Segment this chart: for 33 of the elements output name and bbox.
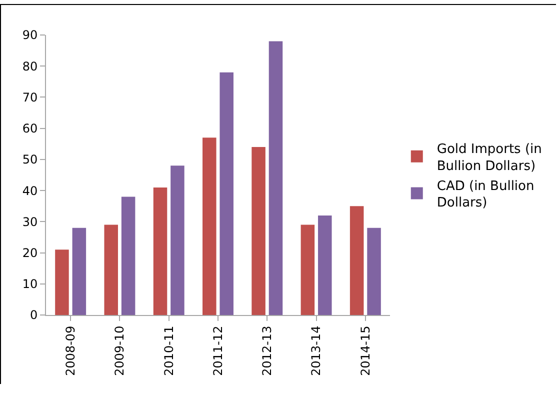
y-tick-label: 10 — [22, 277, 38, 292]
legend-label: Gold Imports (in Bullion Dollars) — [436, 142, 542, 174]
x-tick-label: 2012-13 — [260, 326, 274, 376]
legend-label: CAD (in Bullion Dollars) — [436, 178, 534, 211]
x-tick-label: 2013-14 — [309, 326, 324, 376]
y-tick-label: 50 — [22, 152, 38, 167]
bar — [220, 72, 234, 315]
y-tick-label: 60 — [22, 122, 38, 136]
x-tick-label: 2010-11 — [162, 326, 176, 376]
x-tick-label: 2014-15 — [358, 326, 372, 376]
bar — [72, 228, 86, 315]
y-tick-label: 40 — [22, 184, 38, 198]
bar — [268, 41, 283, 315]
bar — [55, 250, 69, 315]
x-tick-label: 2011-12 — [210, 326, 225, 376]
x-tick-label: 2009-10 — [112, 326, 127, 376]
x-tick-label: 2008-09 — [63, 326, 78, 376]
y-tick-label: 20 — [22, 246, 38, 260]
y-tick-label: 0 — [30, 308, 38, 322]
y-tick-label: 80 — [22, 59, 38, 74]
bar — [252, 147, 266, 315]
bar — [367, 228, 381, 315]
bar — [202, 138, 216, 315]
bar — [153, 187, 168, 315]
bar — [121, 196, 136, 315]
y-tick-label: 90 — [22, 28, 38, 42]
bar — [300, 224, 315, 315]
bar — [104, 224, 118, 315]
y-tick-label: 30 — [22, 214, 38, 229]
bar — [170, 166, 184, 315]
bar — [318, 215, 332, 315]
y-tick-label: 70 — [22, 90, 38, 104]
bar — [350, 206, 364, 315]
